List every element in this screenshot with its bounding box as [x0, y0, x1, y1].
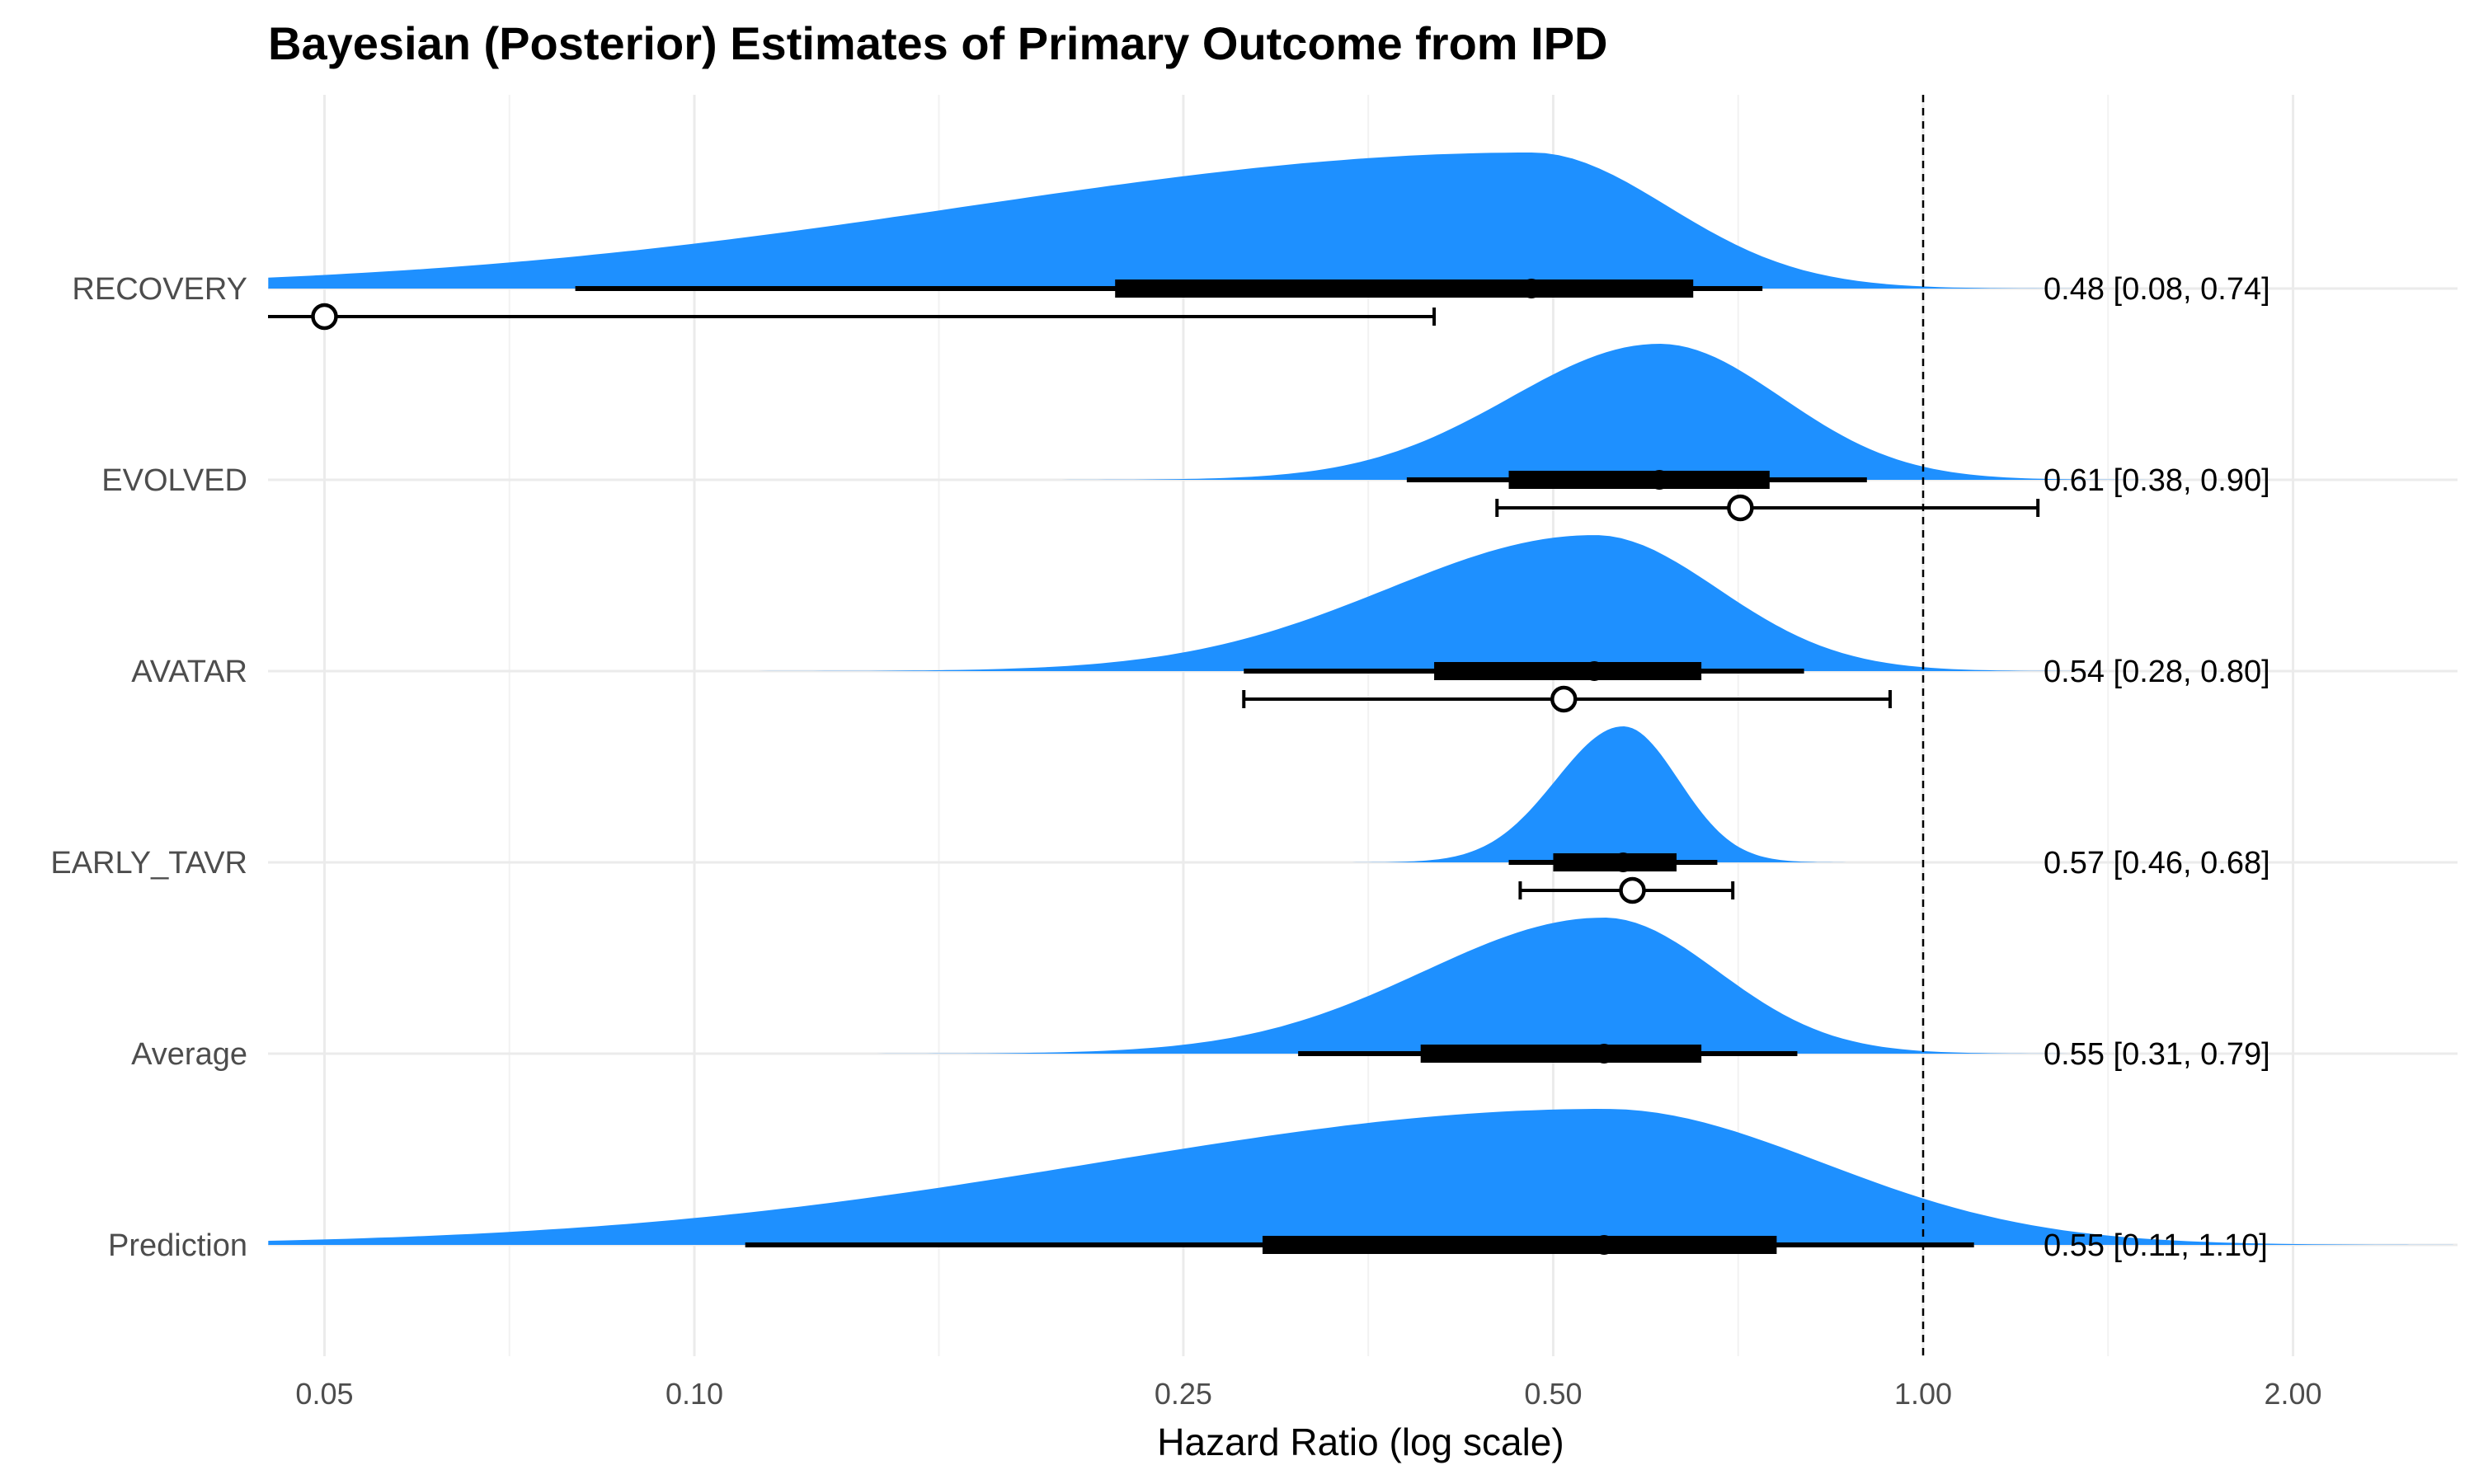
category-label: EVOLVED [101, 463, 247, 498]
posterior-density [961, 344, 2233, 480]
category-label: EARLY_TAVR [50, 846, 247, 881]
estimate-annotation: 0.61 [0.38, 0.90] [2044, 463, 2270, 498]
x-axis-title: Hazard Ratio (log scale) [1157, 1421, 1564, 1463]
posterior-density [758, 918, 2138, 1054]
observed-estimate [1619, 876, 1646, 904]
posterior-median [1649, 470, 1670, 490]
density-layer [268, 153, 2453, 1245]
posterior-density [268, 1109, 2453, 1245]
x-tick-label: 0.10 [666, 1377, 723, 1411]
interval-layer [268, 279, 2040, 1255]
chart-title: Bayesian (Posterior) Estimates of Primar… [268, 17, 1608, 69]
posterior-median [1584, 661, 1605, 681]
posterior-median [1594, 1044, 1615, 1064]
x-tick-label: 2.00 [2264, 1377, 2321, 1411]
category-label: AVATAR [131, 655, 247, 689]
estimate-annotation: 0.57 [0.46, 0.68] [2044, 846, 2270, 881]
observed-estimate [1727, 494, 1754, 522]
observed-estimate [1550, 685, 1578, 713]
x-tick-label: 0.05 [295, 1377, 353, 1411]
x-tick-label: 0.25 [1155, 1377, 1212, 1411]
x-tick-label: 1.00 [1894, 1377, 1952, 1411]
posterior-density [1306, 726, 1884, 862]
x-tick-label: 0.50 [1524, 1377, 1582, 1411]
posterior-median [1594, 1235, 1615, 1255]
posterior-density [268, 153, 2171, 289]
category-label: RECOVERY [72, 272, 247, 307]
observed-estimate [311, 303, 338, 331]
category-label: Prediction [108, 1228, 247, 1263]
estimate-annotation: 0.55 [0.11, 1.10] [2044, 1228, 2268, 1263]
category-label: Average [131, 1037, 247, 1072]
posterior-median [1613, 852, 1634, 872]
posterior-density [625, 535, 2175, 671]
estimate-annotation: 0.54 [0.28, 0.80] [2044, 655, 2270, 689]
posterior-median [1522, 279, 1542, 298]
label-layer: 0.05 0.10 0.25 0.50 1.00 2.00 RECOVERY EVOLVED A… [50, 272, 2321, 1411]
estimate-annotation: 0.48 [0.08, 0.74] [2044, 272, 2270, 307]
estimate-annotation: 0.55 [0.31, 0.79] [2044, 1037, 2270, 1072]
